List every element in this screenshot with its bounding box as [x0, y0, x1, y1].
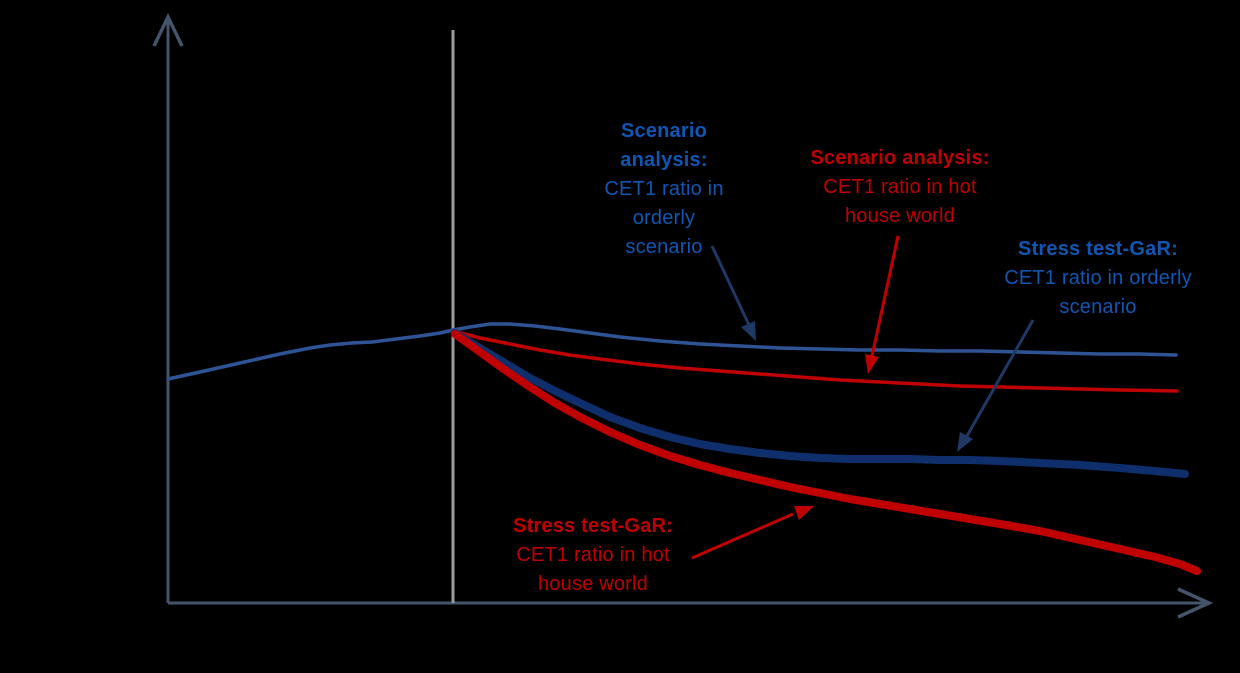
label-scenario-orderly-title: Scenario analysis: — [620, 120, 708, 171]
series-line-scenario-orderly — [451, 322, 1178, 357]
label-scenario-hot-house-body: CET1 ratio in hot house world — [823, 176, 977, 227]
label-stress-gar-hot-house-body: CET1 ratio in hot house world — [516, 544, 670, 595]
label-scenario-orderly: Scenario analysis: CET1 ratio in orderly sc… — [576, 117, 752, 262]
y-axis-arrow-icon — [152, 12, 184, 47]
series-line-stress-gar-hot-house — [451, 330, 1201, 575]
series-line-scenario-hot-house — [451, 329, 1179, 393]
label-scenario-hot-house: Scenario analysis: CET1 ratio in hot hous… — [790, 144, 1010, 231]
annotation-arrows — [691, 235, 1035, 560]
series-line-stress-gar-orderly — [451, 329, 1189, 478]
series-line-history — [166, 328, 455, 381]
x-axis-arrow-icon — [1177, 587, 1214, 619]
arrow-stress-gar-orderly — [957, 319, 1035, 452]
arrow-stress-gar-hot-house — [691, 506, 814, 560]
series-layer — [166, 322, 1201, 575]
label-stress-gar-hot-house: Stress test-GaR: CET1 ratio in hot house … — [493, 512, 693, 599]
label-stress-gar-orderly: Stress test-GaR: CET1 ratio in orderly sc… — [978, 235, 1218, 322]
label-stress-gar-orderly-title: Stress test-GaR: — [1018, 238, 1178, 260]
label-stress-gar-orderly-body: CET1 ratio in orderly scenario — [1004, 267, 1192, 318]
axes — [152, 12, 1214, 619]
label-scenario-hot-house-title: Scenario analysis: — [810, 147, 990, 169]
arrow-scenario-orderly — [710, 245, 756, 341]
label-scenario-orderly-body: CET1 ratio in orderly scenario — [604, 178, 724, 258]
label-stress-gar-hot-house-title: Stress test-GaR: — [513, 515, 673, 537]
arrow-scenario-hot-house — [865, 235, 900, 374]
